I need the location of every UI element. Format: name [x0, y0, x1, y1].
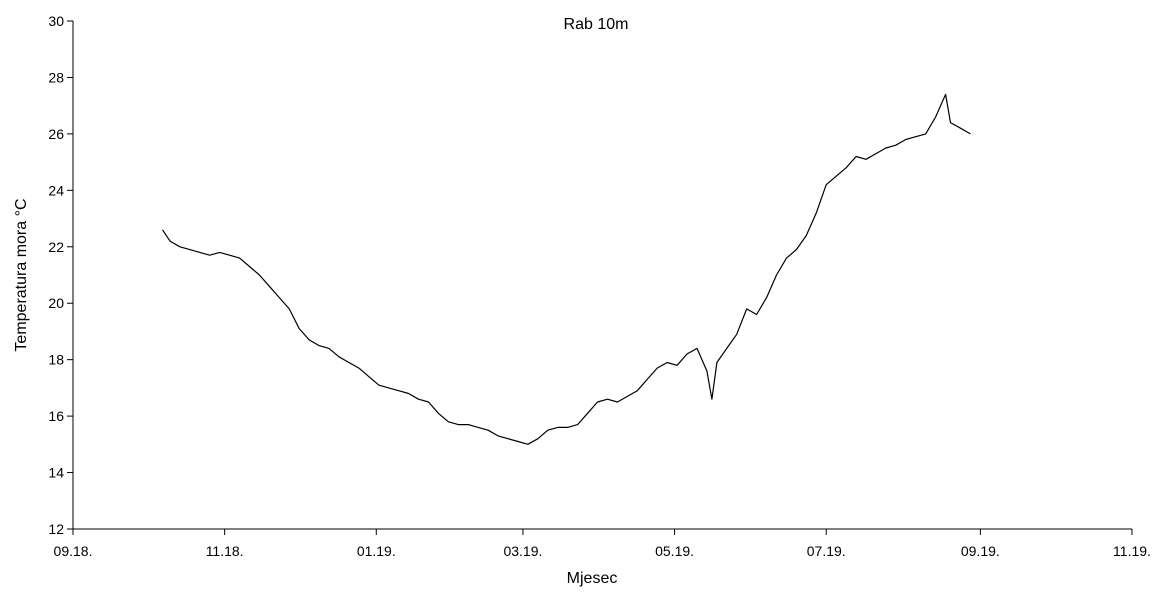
chart-title: Rab 10m [564, 16, 629, 33]
x-tick-label: 07.19. [807, 543, 846, 559]
y-axis-ticks: 12 14 16 18 20 22 24 26 28 30 [48, 13, 73, 537]
x-tick-label: 11.18. [206, 543, 244, 559]
y-tick-label: 22 [48, 239, 64, 255]
x-tick-label: 09.18. [54, 543, 93, 559]
y-tick-label: 14 [48, 465, 64, 481]
y-tick-label: 20 [48, 295, 64, 311]
x-tick-label: 01.19. [357, 543, 396, 559]
y-axis-title: Temperatura mora °C [13, 198, 30, 351]
y-tick-label: 24 [48, 182, 64, 198]
y-tick-label: 12 [48, 521, 64, 537]
series-layer [162, 93, 971, 445]
series-line [162, 93, 971, 445]
x-axis-ticks: 09.18. 11.18. 01.19. 03.19. 05.19. 07.19. 09.1… [54, 529, 1151, 559]
x-tick-label: 05.19. [655, 543, 694, 559]
y-tick-label: 30 [48, 13, 64, 29]
x-tick-label: 11.19. [1113, 543, 1151, 559]
y-tick-label: 18 [48, 352, 64, 368]
y-tick-label: 16 [48, 408, 64, 424]
x-axis-title: Mjesec [567, 570, 618, 587]
y-tick-label: 26 [48, 126, 64, 142]
x-tick-label: 09.19. [961, 543, 1000, 559]
x-tick-label: 03.19. [503, 543, 542, 559]
y-tick-label: 28 [48, 69, 64, 85]
